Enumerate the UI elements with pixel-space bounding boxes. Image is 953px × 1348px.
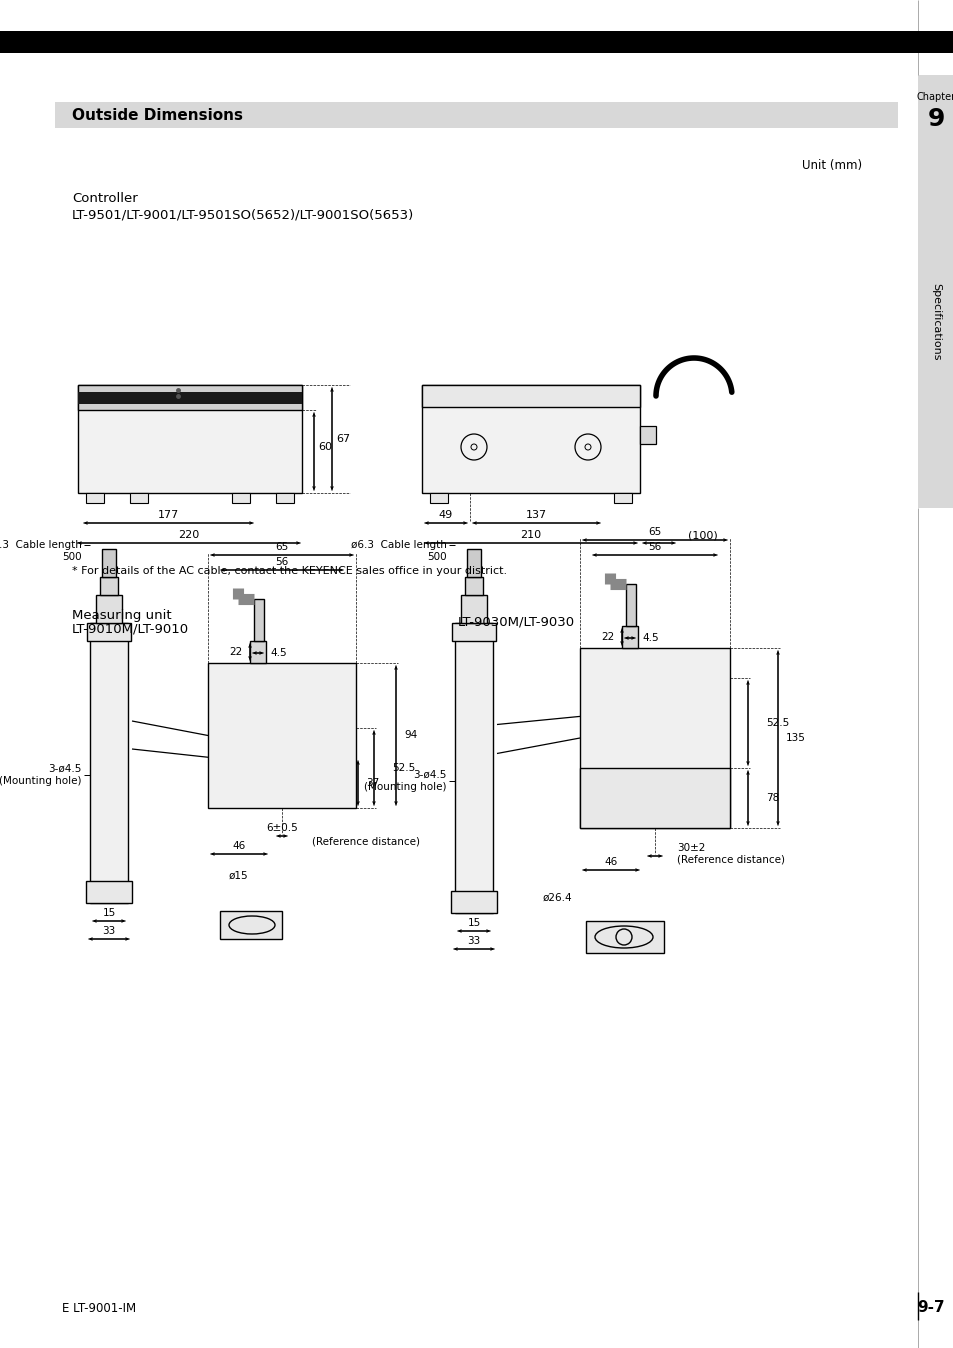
Bar: [639, 426, 656, 443]
Bar: [78, 386, 302, 493]
Text: 220: 220: [178, 530, 199, 541]
Bar: [208, 663, 355, 807]
Bar: [579, 648, 729, 828]
Text: Measuring unit: Measuring unit: [71, 608, 172, 621]
Text: 4.5: 4.5: [641, 634, 658, 643]
Bar: [464, 577, 482, 594]
Text: LT-9010M/LT-9010: LT-9010M/LT-9010: [71, 623, 189, 635]
Bar: [421, 386, 639, 407]
Text: 60: 60: [317, 442, 332, 453]
Text: ø6.3  Cable length: ø6.3 Cable length: [0, 541, 82, 550]
Text: 56: 56: [275, 557, 289, 568]
Bar: [621, 625, 638, 648]
Bar: [130, 493, 148, 503]
Text: 46: 46: [233, 841, 245, 851]
Text: Chapter: Chapter: [916, 92, 953, 102]
Text: 15: 15: [467, 918, 480, 927]
Text: Controller: Controller: [71, 191, 137, 205]
Bar: [614, 493, 631, 503]
Text: E LT-9001-IM: E LT-9001-IM: [62, 1302, 136, 1314]
Text: 22: 22: [230, 647, 243, 656]
Text: 3-ø4.5: 3-ø4.5: [414, 770, 447, 779]
Bar: [585, 921, 663, 953]
Text: 52.5: 52.5: [765, 718, 788, 728]
Bar: [232, 493, 250, 503]
Bar: [90, 623, 128, 903]
Bar: [55, 102, 897, 128]
Bar: [460, 594, 486, 623]
Text: Unit (mm): Unit (mm): [801, 159, 862, 173]
Bar: [250, 642, 266, 663]
Text: Outside Dimensions: Outside Dimensions: [71, 108, 243, 123]
Text: 49: 49: [438, 510, 453, 520]
Text: 33: 33: [102, 926, 115, 936]
Text: 177: 177: [157, 510, 178, 520]
Text: 9: 9: [926, 106, 943, 131]
Text: (Mounting hole): (Mounting hole): [364, 782, 447, 791]
Bar: [421, 386, 639, 493]
Text: 135: 135: [785, 733, 805, 743]
Text: 46: 46: [604, 857, 617, 867]
Text: 3-ø4.5: 3-ø4.5: [49, 764, 82, 774]
Bar: [917, 75, 953, 508]
Bar: [100, 577, 118, 594]
Text: 33: 33: [467, 936, 480, 946]
Text: ø6.3  Cable length: ø6.3 Cable length: [351, 541, 447, 550]
Text: 137: 137: [525, 510, 546, 520]
Text: ø26.4: ø26.4: [542, 892, 572, 903]
Text: 65: 65: [275, 542, 289, 551]
Bar: [579, 768, 729, 828]
Text: 6±0.5: 6±0.5: [266, 824, 297, 833]
Bar: [451, 891, 497, 913]
Bar: [0, 31, 953, 53]
Text: 500: 500: [427, 551, 447, 562]
Bar: [96, 594, 122, 623]
Bar: [455, 623, 493, 913]
Bar: [452, 623, 496, 642]
Bar: [625, 584, 636, 625]
Text: 210: 210: [520, 530, 541, 541]
Text: 65: 65: [648, 527, 661, 537]
Text: Specifications: Specifications: [930, 283, 940, 360]
Text: 500: 500: [62, 551, 82, 562]
Text: LT-9030M/LT-9030: LT-9030M/LT-9030: [457, 616, 575, 628]
Bar: [430, 493, 448, 503]
Text: LT-9501/LT-9001/LT-9501SO(5652)/LT-9001SO(5653): LT-9501/LT-9001/LT-9501SO(5652)/LT-9001S…: [71, 209, 414, 221]
Bar: [78, 392, 302, 404]
Bar: [253, 599, 264, 642]
Text: 56: 56: [648, 542, 661, 551]
Text: 67: 67: [335, 434, 350, 443]
Bar: [87, 623, 131, 642]
Text: (Mounting hole): (Mounting hole): [0, 776, 82, 786]
Text: 9-7: 9-7: [916, 1301, 943, 1316]
Text: 94: 94: [403, 731, 416, 740]
Text: 22: 22: [601, 632, 615, 642]
Bar: [86, 493, 104, 503]
Text: (100): (100): [687, 530, 717, 541]
Text: 15: 15: [102, 909, 115, 918]
Bar: [275, 493, 294, 503]
Bar: [78, 386, 302, 410]
Text: (Reference distance): (Reference distance): [677, 855, 784, 865]
Text: 4.5: 4.5: [270, 648, 286, 658]
Text: 78: 78: [765, 793, 779, 803]
Text: 52.5: 52.5: [392, 763, 415, 772]
Bar: [86, 882, 132, 903]
Bar: [220, 911, 282, 940]
Bar: [102, 549, 116, 577]
Text: 30±2: 30±2: [677, 842, 704, 853]
Text: 37: 37: [366, 778, 379, 789]
Text: ø15: ø15: [228, 871, 248, 882]
Text: (Reference distance): (Reference distance): [312, 836, 419, 847]
Bar: [467, 549, 480, 577]
Text: * For details of the AC cable, contact the KEYENCE sales office in your district: * For details of the AC cable, contact t…: [71, 566, 507, 576]
